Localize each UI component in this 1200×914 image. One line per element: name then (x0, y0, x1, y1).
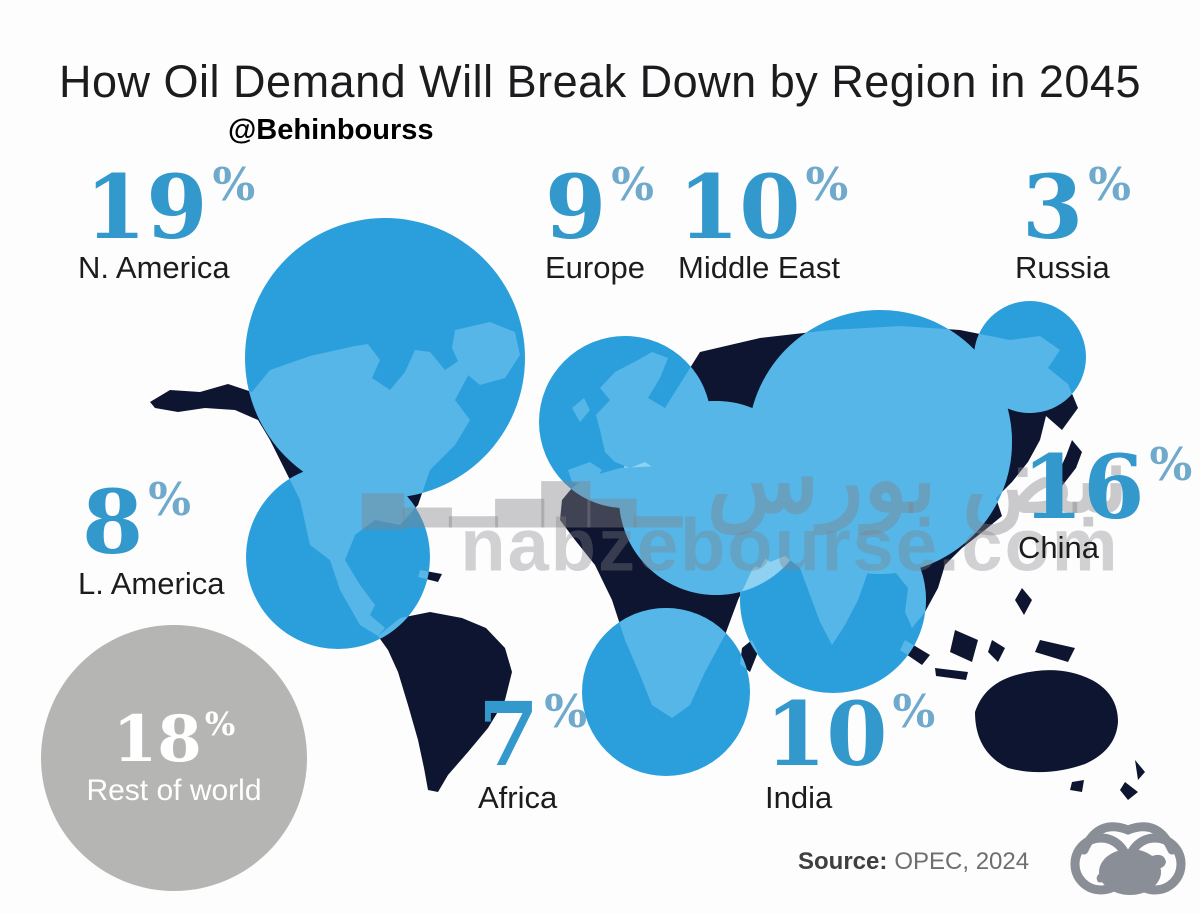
value-n-america: 19% (85, 162, 255, 251)
percent-number: 19 (85, 155, 208, 259)
percent-number: 3 (1022, 155, 1084, 259)
percent-number: 10 (765, 682, 888, 786)
label-l-america: L. America (78, 566, 225, 601)
label-africa: Africa (478, 780, 558, 815)
percent-sign: % (1149, 438, 1193, 491)
label-rest-of-world: Rest of world (86, 774, 262, 807)
bubble-rest-of-world: 18% Rest of world (41, 625, 307, 891)
percent-sign: % (148, 473, 191, 526)
label-middle-east: Middle East (678, 250, 840, 285)
percent-number: 10 (678, 155, 801, 259)
value-africa: 7% (478, 689, 587, 778)
value-l-america: 8% (82, 477, 191, 566)
page-title: How Oil Demand Will Break Down by Region… (59, 56, 1141, 107)
percent-sign: % (892, 685, 936, 738)
value-china: 16% (1022, 442, 1192, 531)
label-china: China (1018, 530, 1099, 565)
label-europe: Europe (545, 250, 645, 285)
percent-sign: % (805, 158, 849, 211)
percent-number: 16 (1022, 435, 1145, 539)
value-middle-east: 10% (678, 162, 848, 251)
percent-number: 8 (82, 470, 144, 574)
percent-sign: % (204, 705, 236, 743)
percent-number: 7 (478, 682, 540, 786)
label-russia: Russia (1015, 250, 1110, 285)
value-europe: 9% (545, 162, 654, 251)
percent-sign: % (1088, 158, 1131, 211)
percent-sign: % (212, 158, 256, 211)
percent-number: 9 (545, 155, 607, 259)
percent-sign: % (544, 685, 587, 738)
label-india: India (765, 780, 833, 815)
percent-number: 18 (112, 702, 202, 777)
source-note: Source: OPEC, 2024 (798, 848, 1029, 876)
nabzebourse-logo (1070, 822, 1186, 895)
value-russia: 3% (1022, 162, 1131, 251)
source-label: Source: (798, 848, 888, 875)
author-handle: @Behinbourss (228, 114, 434, 146)
percent-sign: % (611, 158, 654, 211)
value-india: 10% (765, 689, 935, 778)
source-value: OPEC, 2024 (894, 848, 1030, 875)
label-n-america: N. America (78, 250, 230, 285)
